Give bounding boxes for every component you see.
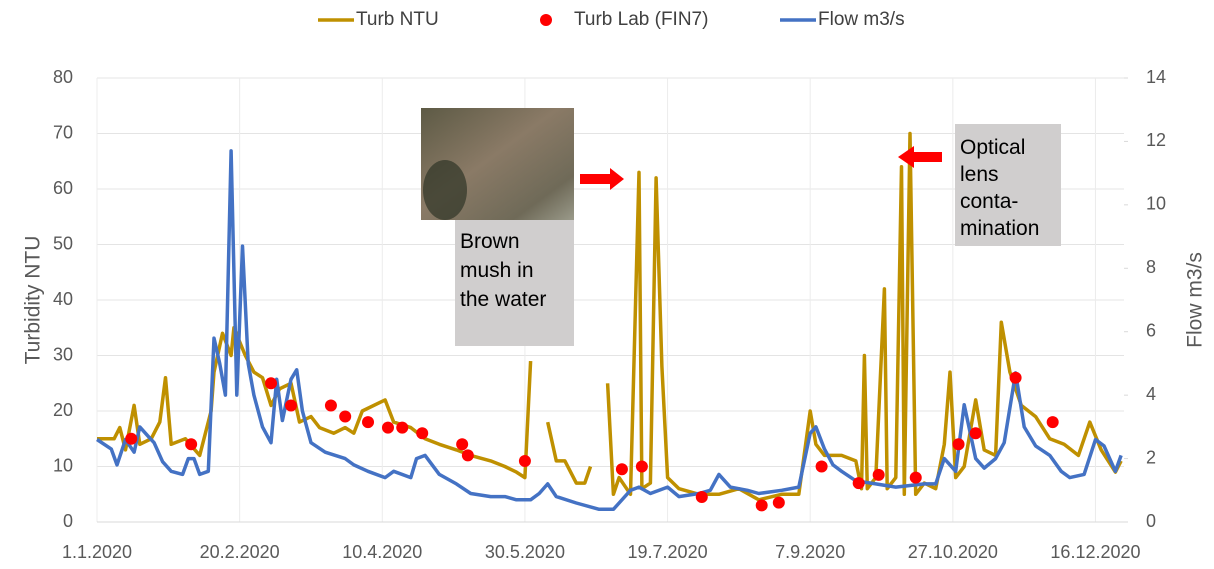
- lab-point: [416, 427, 429, 440]
- x-tick-label: 10.4.2020: [342, 542, 422, 562]
- x-tick-label: 27.10.2020: [908, 542, 998, 562]
- lab-point: [324, 399, 337, 412]
- y2-tick-label: 12: [1146, 130, 1166, 150]
- y2-tick-label: 2: [1146, 447, 1156, 467]
- y-tick-label: 0: [63, 511, 73, 531]
- annotation-text: the water: [460, 288, 546, 311]
- y-tick-label: 30: [53, 344, 73, 364]
- lab-point: [872, 468, 885, 481]
- annotation-text: Brown: [460, 230, 520, 253]
- lab-point: [695, 491, 708, 504]
- y2-tick-label: 4: [1146, 384, 1156, 404]
- y2-tick-label: 14: [1146, 67, 1166, 87]
- lab-point: [635, 460, 648, 473]
- annotation-text: lens: [960, 163, 999, 186]
- annotations: Brown mush in the water Optical lens conta-mi…: [421, 108, 1061, 346]
- lab-point: [396, 421, 409, 434]
- legend-swatch: [540, 14, 552, 26]
- series-line: [96, 149, 1123, 512]
- annotation-text: conta-: [960, 190, 1018, 213]
- x-tick-label: 20.2.2020: [200, 542, 280, 562]
- marks: [96, 131, 1123, 512]
- annotation-box: [955, 124, 1061, 246]
- annotation-box: [455, 220, 574, 346]
- photo-detail: [423, 160, 467, 220]
- lab-point: [362, 416, 375, 429]
- lab-point: [815, 460, 828, 473]
- lab-point: [339, 410, 352, 423]
- lab-point: [772, 496, 785, 509]
- annotation-text: mush in: [460, 259, 534, 282]
- y-tick-label: 20: [53, 400, 73, 420]
- lab-point: [185, 438, 198, 451]
- y2-tick-label: 8: [1146, 257, 1156, 277]
- x-tick-label: 16.12.2020: [1050, 542, 1140, 562]
- y2-tick-label: 0: [1146, 511, 1156, 531]
- lab-point: [518, 454, 531, 467]
- lab-point: [125, 432, 138, 445]
- legend-label: Turb NTU: [356, 9, 439, 30]
- y-tick-label: 80: [53, 67, 73, 87]
- y2-axis-label: Flow m3/s: [1184, 252, 1207, 348]
- x-tick-label: 19.7.2020: [628, 542, 708, 562]
- arrow: [898, 146, 942, 168]
- x-tick-label: 1.1.2020: [62, 542, 132, 562]
- y-axis-label: Turbidity NTU: [22, 236, 45, 365]
- lab-point: [1046, 416, 1059, 429]
- lab-point: [284, 399, 297, 412]
- lab-point: [952, 438, 965, 451]
- lab-point: [852, 477, 865, 490]
- lab-point: [615, 463, 628, 476]
- lab-point: [381, 421, 394, 434]
- lab-point: [909, 471, 922, 484]
- lab-point: [1009, 371, 1022, 384]
- arrow: [580, 168, 624, 190]
- y-tick-label: 50: [53, 233, 73, 253]
- lab-point: [456, 438, 469, 451]
- lab-point: [969, 427, 982, 440]
- lab-point: [265, 377, 278, 390]
- y-tick-label: 40: [53, 289, 73, 309]
- legend-label: Flow m3/s: [818, 9, 905, 30]
- y2-tick-label: 10: [1146, 194, 1166, 214]
- grid: 0 10 20 30 40 50 60 70 80 0 2 4 6 8 10 12 14 1.1.2020 20.2…: [22, 67, 1207, 562]
- legend: Turb NTU Turb Lab (FIN7) Flow m3/s: [318, 9, 905, 30]
- legend-label: Turb Lab (FIN7): [574, 9, 708, 30]
- x-tick-label: 30.5.2020: [485, 542, 565, 562]
- x-tick-label: 7.9.2020: [775, 542, 845, 562]
- y-tick-label: 10: [53, 455, 73, 475]
- y-tick-label: 60: [53, 178, 73, 198]
- lab-point: [755, 499, 768, 512]
- annotation-text: Optical: [960, 136, 1025, 159]
- y2-tick-label: 6: [1146, 320, 1156, 340]
- y-tick-label: 70: [53, 122, 73, 142]
- lab-point: [461, 449, 474, 462]
- annotation-text: mination: [960, 217, 1039, 240]
